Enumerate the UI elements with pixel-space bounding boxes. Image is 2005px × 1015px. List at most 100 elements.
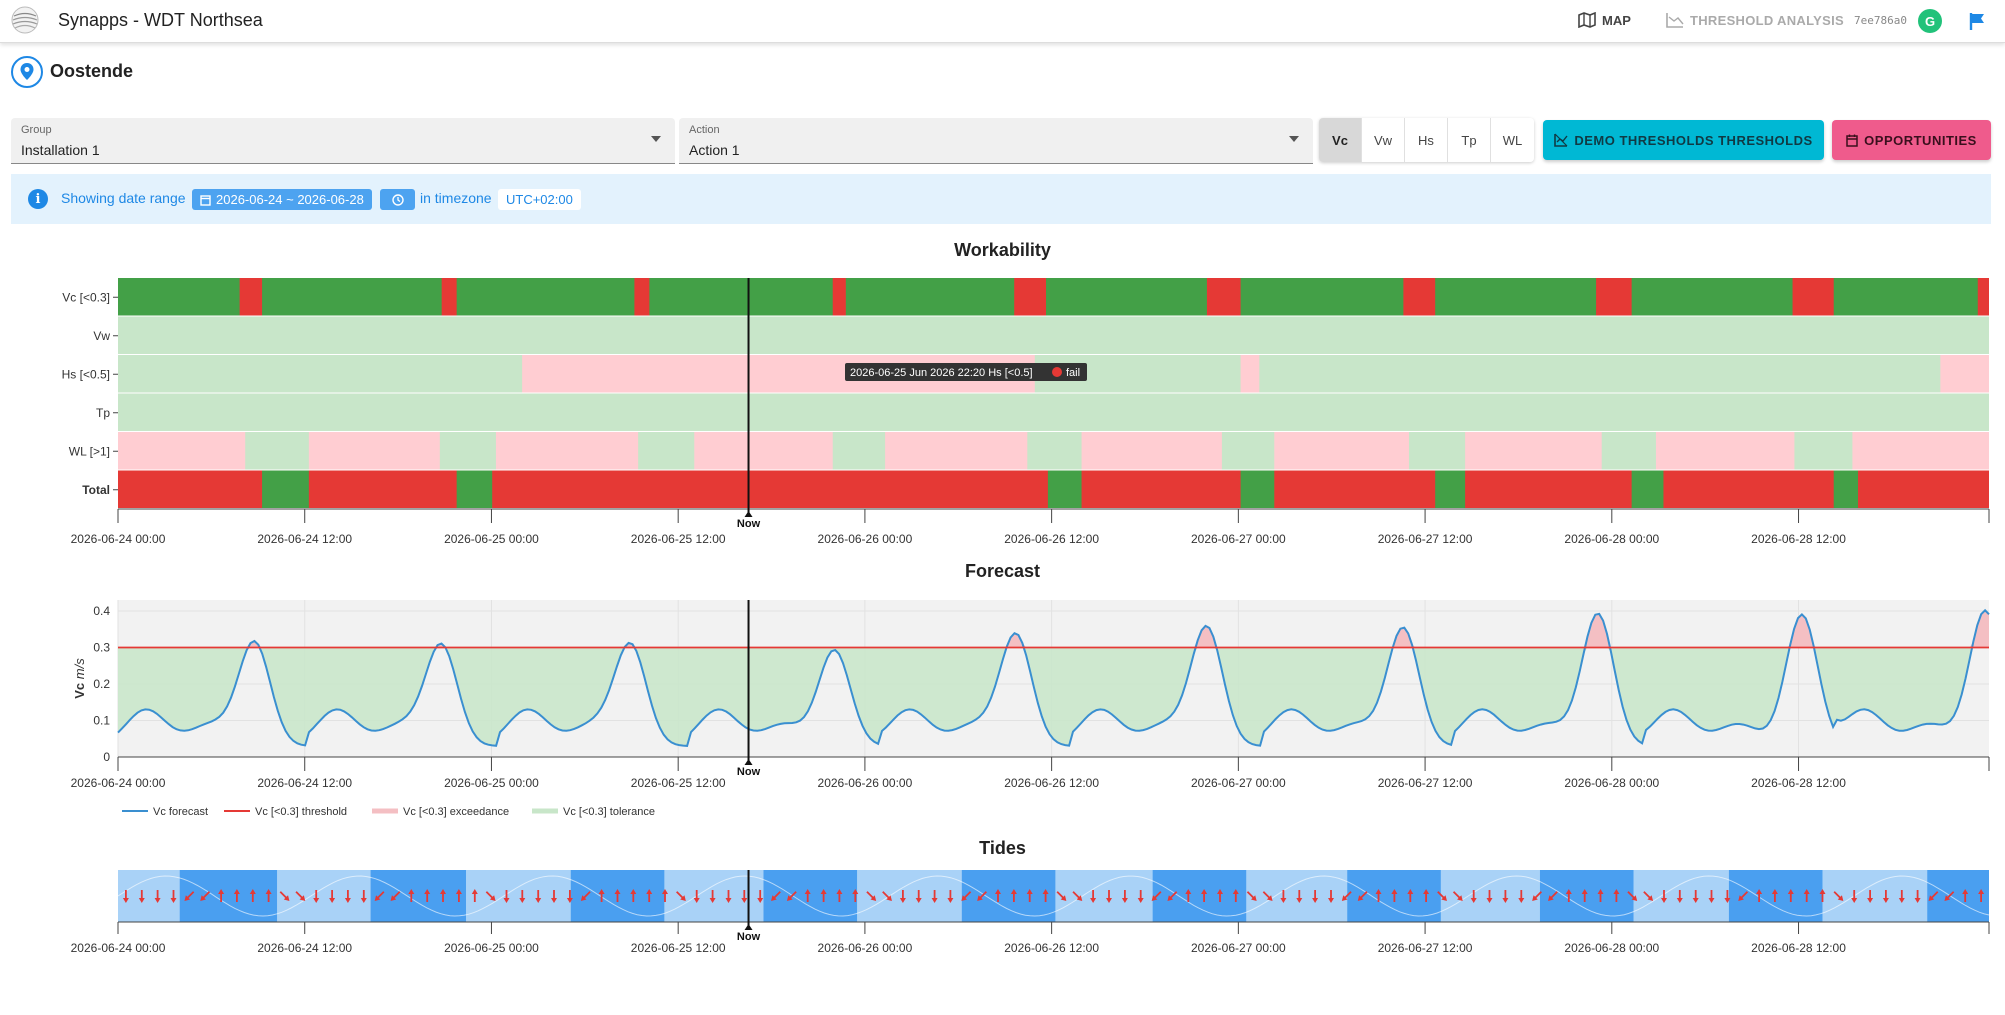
tide-arrow-head (1407, 889, 1414, 894)
tide-arrow (485, 891, 496, 901)
x-tick-label: 2026-06-28 12:00 (1751, 776, 1846, 790)
tides-chart[interactable]: 2026-06-24 00:00 2026-06-24 12:00 2026-06-… (0, 866, 2005, 966)
tide-arrow-head (1914, 898, 1921, 903)
tide-arrow (915, 890, 922, 903)
info-prefix: Showing date range (61, 190, 186, 206)
tide-arrow-head (1837, 895, 1844, 901)
tide-arrow-head (184, 895, 191, 901)
tide-arrow (154, 890, 161, 903)
tide-arrow (820, 889, 827, 902)
now-marker (744, 511, 753, 517)
tide-arrow (1692, 890, 1699, 903)
group-select[interactable]: Group Installation 1 (11, 118, 675, 164)
tide-arrow-head (329, 898, 336, 903)
heatmap-cell (441, 278, 457, 316)
group-select-label: Group (21, 124, 52, 136)
opportunities-label: OPPORTUNITIES (1864, 132, 1977, 148)
heatmap-cell (1465, 432, 1602, 470)
tide-curve (117, 875, 1990, 917)
tide-arrow (1597, 889, 1604, 902)
flag-icon[interactable] (1968, 11, 1988, 31)
y-tick-label: 0.1 (93, 713, 110, 727)
tide-arrow-head (1470, 898, 1477, 903)
tide-arrow (1375, 889, 1382, 902)
tide-arrow-head (1090, 898, 1097, 903)
demo-thresholds-button[interactable]: DEMO THRESHOLDS THRESHOLDS (1543, 120, 1824, 160)
forecast-chart[interactable]: 0 0.1 0.2 0.3 0.4 2026-06-24 00:00 2026-06-24 … (0, 590, 2005, 825)
heatmap-cell (456, 470, 493, 508)
tide-arrow (1532, 891, 1542, 901)
toggle-wl[interactable]: WL (1491, 118, 1534, 162)
tide-arrow (535, 890, 542, 903)
tide-arrow (1738, 891, 1749, 901)
heatmap-cell (1435, 470, 1466, 508)
tooltip-text: 2026-06-25 Jun 2026 22:20 Hs [<0.5] (850, 367, 1033, 379)
tide-arrow (1756, 889, 1763, 902)
app-logo-icon[interactable] (10, 5, 40, 35)
tide-arrow-head (1597, 889, 1604, 894)
y-axis-label-param: Vc (72, 679, 87, 699)
heatmap-cell (1206, 278, 1241, 316)
tide-arrow (1613, 889, 1620, 902)
tide-arrow-head (170, 898, 177, 903)
tide-arrow (1217, 889, 1223, 902)
tide-band (1539, 870, 1634, 922)
tide-arrow-head (299, 895, 306, 901)
tide-arrow (1137, 890, 1144, 903)
user-avatar[interactable]: G (1918, 9, 1942, 33)
location-pin-icon[interactable] (11, 56, 43, 88)
exceedance-area (118, 610, 1989, 648)
tooltip-box (845, 363, 1087, 381)
tide-arrow-head (455, 889, 462, 894)
x-tick-label: 2026-06-24 12:00 (257, 941, 352, 955)
tide-arrow (233, 889, 240, 902)
nav-map-link[interactable]: MAP (1578, 12, 1631, 28)
tide-arrow-head (915, 898, 922, 903)
tide-arrow-head (899, 898, 906, 903)
toggle-vw[interactable]: Vw (1362, 118, 1405, 162)
tide-arrow (408, 889, 415, 902)
time-chip[interactable] (380, 189, 415, 210)
tide-arrow-head (1647, 895, 1654, 901)
x-tick-label: 2026-06-26 12:00 (1004, 776, 1099, 790)
tooltip-status: fail (1066, 367, 1080, 379)
date-range-chip[interactable]: 2026-06-24 ~ 2026-06-28 (192, 189, 372, 210)
tide-arrow-head (1167, 895, 1174, 901)
tide-arrow (1452, 891, 1463, 901)
tide-arrow (1246, 891, 1257, 901)
tide-arrow-head (1819, 889, 1826, 894)
opportunities-button[interactable]: OPPORTUNITIES (1832, 120, 1991, 160)
heatmap-cell (694, 432, 833, 470)
toggle-tp[interactable]: Tp (1448, 118, 1491, 162)
y-tick-label: 0 (103, 750, 110, 764)
top-bar: Synapps - WDT Northsea MAP THRESHOLD ANA… (0, 0, 2005, 43)
tide-arrow-head (1944, 895, 1951, 901)
action-select[interactable]: Action Action 1 (679, 118, 1313, 164)
tide-arrow (757, 890, 764, 903)
workability-chart[interactable]: Vc [<0.3] Vw Hs [<0.5] Tp WL [>1] Total 2026-0… (0, 270, 2005, 545)
tide-arrow (1833, 891, 1844, 901)
tide-arrow-head (1312, 898, 1319, 903)
heatmap-cell (1977, 278, 1989, 316)
tide-arrow-head (870, 895, 877, 901)
timezone-chip[interactable]: UTC+02:00 (498, 189, 581, 210)
tide-arrow (1437, 891, 1447, 901)
forecast-title: Forecast (964, 561, 1041, 581)
tide-arrow-head (218, 889, 225, 894)
tide-arrow (1787, 889, 1794, 902)
x-tick-label: 2026-06-27 00:00 (1191, 532, 1286, 545)
toggle-hs[interactable]: Hs (1405, 118, 1448, 162)
map-icon (1578, 12, 1596, 28)
now-label: Now (737, 766, 761, 778)
tide-band (961, 870, 1056, 922)
tide-arrow-head (122, 898, 129, 903)
nav-threshold-analysis-link[interactable]: THRESHOLD ANALYSIS (1666, 12, 1844, 28)
y-tick-label: Total (82, 483, 110, 497)
tide-arrow (1026, 889, 1033, 902)
toggle-vc[interactable]: Vc (1319, 118, 1362, 162)
chevron-down-icon (651, 136, 661, 142)
tide-arrow-head (630, 889, 637, 894)
tide-arrow-head (1357, 895, 1364, 901)
tide-arrow (1357, 891, 1368, 901)
tide-arrow-head (1581, 889, 1588, 894)
